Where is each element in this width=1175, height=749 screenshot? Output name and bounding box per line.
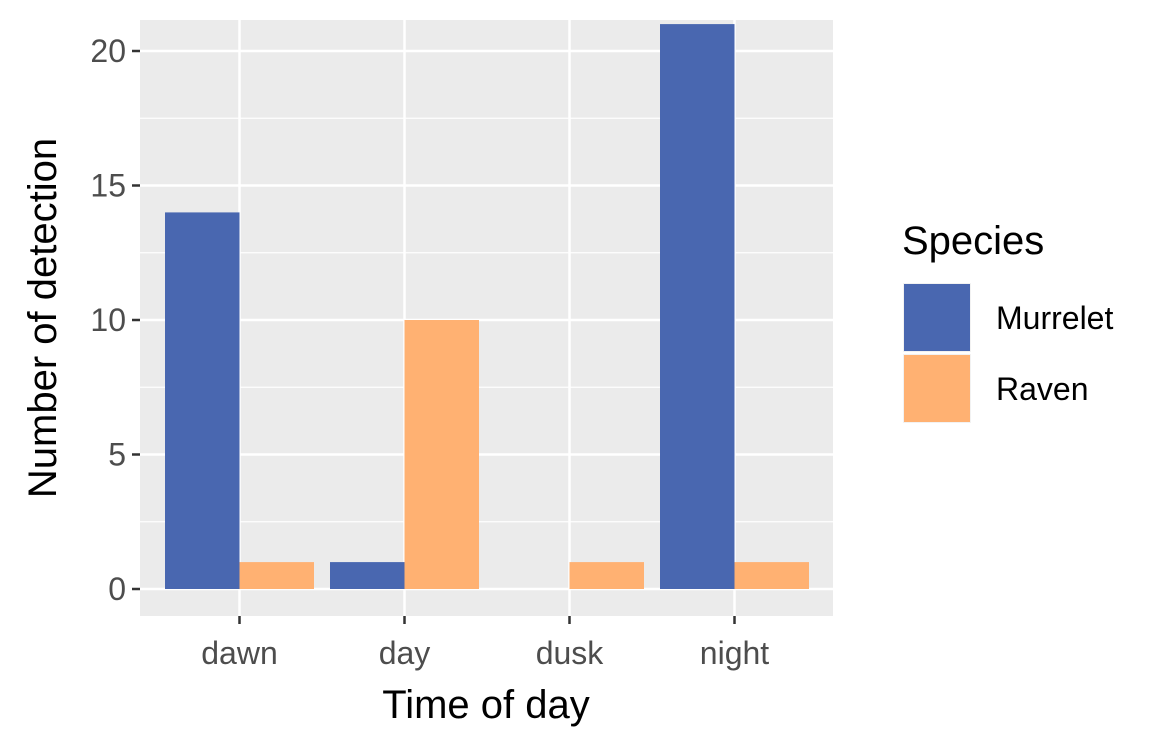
y-tick-label: 10 bbox=[90, 302, 126, 338]
bars-layer bbox=[165, 24, 809, 590]
y-tick-label: 0 bbox=[108, 571, 126, 607]
legend-label-raven: Raven bbox=[996, 371, 1089, 407]
y-tick-label: 5 bbox=[108, 437, 126, 473]
legend: Species Murrelet Raven bbox=[902, 219, 1113, 423]
x-tick-label: day bbox=[379, 635, 431, 671]
y-axis-title: Number of detection bbox=[21, 138, 65, 498]
bar-murrelet-dawn bbox=[165, 212, 240, 589]
legend-title: Species bbox=[902, 219, 1044, 263]
legend-swatch-raven bbox=[904, 355, 970, 422]
y-tick-label: 15 bbox=[90, 168, 126, 204]
legend-label-murrelet: Murrelet bbox=[996, 300, 1113, 336]
bar-raven-day bbox=[404, 320, 479, 589]
x-tick-label: night bbox=[700, 635, 770, 671]
legend-swatch-murrelet bbox=[904, 284, 970, 351]
bar-murrelet-day bbox=[330, 562, 405, 589]
bar-murrelet-night bbox=[660, 24, 735, 590]
axes-layer: 0 5 10 15 20 dawn day dusk night bbox=[90, 33, 769, 671]
x-tick-label: dawn bbox=[201, 635, 278, 671]
bar-raven-dusk bbox=[569, 562, 644, 589]
bar-raven-night bbox=[734, 562, 809, 589]
bar-raven-dawn bbox=[239, 562, 314, 589]
y-tick-label: 20 bbox=[90, 33, 126, 69]
x-axis-title: Time of day bbox=[382, 683, 589, 727]
x-tick-label: dusk bbox=[536, 635, 605, 671]
